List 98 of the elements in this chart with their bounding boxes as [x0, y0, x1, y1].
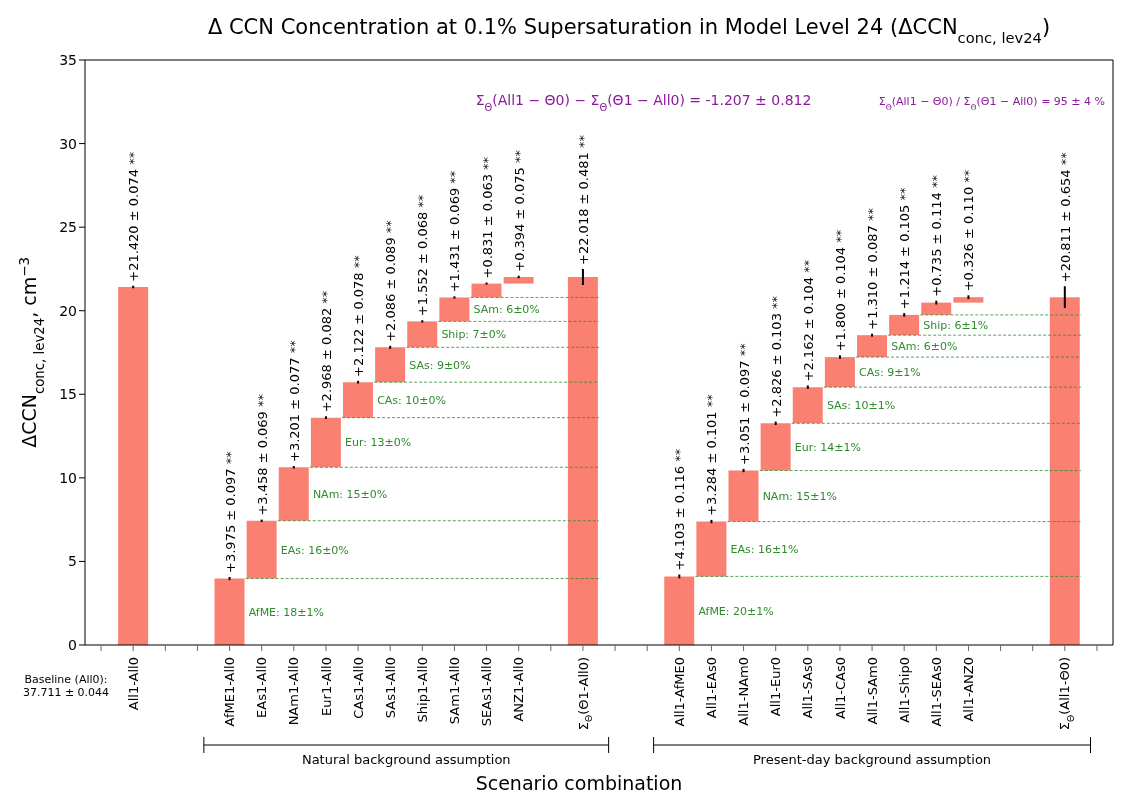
text: Natural background assumption [301, 752, 511, 767]
x-tick-label: All1-ANZ0 [960, 657, 976, 722]
annotation: EAs: 16±1% [730, 542, 799, 556]
x-tick-label: All1-Ship0 [896, 657, 912, 723]
bar [760, 423, 791, 471]
x-tick-label: All1-CAs0 [832, 657, 848, 720]
data-label: +2.086 ± 0.089 ** [383, 219, 399, 342]
x-tick-label: All1-AfME0 [671, 657, 687, 727]
data-label: +22.018 ± 0.481 ** [575, 134, 591, 265]
x-tick-label: All1-SEAs0 [928, 657, 944, 727]
annotation: SAs: 10±1% [826, 399, 896, 413]
y-tick-label: 5 [68, 553, 77, 570]
x-tick-label: SEAs1-All0 [479, 657, 495, 727]
x-tick-label: ANZ1-All0 [511, 657, 527, 722]
annotation: Eur: 13±0% [345, 436, 412, 450]
bar [696, 521, 727, 577]
data-label: +1.431 ± 0.069 ** [447, 170, 463, 293]
y-tick-label: 15 [59, 386, 77, 403]
bar [471, 283, 502, 298]
data-label: +3.201 ± 0.077 ** [286, 339, 302, 462]
annotation: AfME: 20±1% [698, 604, 774, 618]
x-tick-label: All1-NAm0 [736, 657, 752, 726]
bar [824, 357, 855, 388]
data-label: +21.420 ± 0.074 ** [126, 151, 142, 282]
x-tick-label: All1-SAs0 [800, 657, 816, 719]
data-label: +1.214 ± 0.105 ** [897, 187, 913, 310]
bar [889, 314, 920, 336]
x-tick-label: Eur1-All0 [318, 657, 334, 716]
bar [567, 276, 598, 645]
y-tick-label: 35 [59, 51, 77, 68]
bar [278, 467, 309, 521]
x-tick-label: Ship1-All0 [414, 657, 430, 723]
annotation: NAm: 15±1% [762, 489, 837, 503]
bar [503, 276, 534, 284]
data-label: +1.552 ± 0.068 ** [415, 194, 431, 317]
annotation: CAs: 9±1% [859, 365, 921, 379]
data-label: +0.735 ± 0.114 ** [929, 174, 945, 297]
data-label: +2.122 ± 0.078 ** [351, 254, 367, 377]
annotation: SAs: 9±0% [409, 358, 471, 372]
bar [407, 321, 438, 348]
y-tick-label: 20 [59, 302, 77, 319]
data-label: +0.831 ± 0.063 ** [479, 156, 495, 279]
x-tick-label: SAs1-All0 [382, 657, 398, 719]
annotation: SAm: 6±0% [891, 339, 958, 353]
bar [214, 578, 245, 645]
data-label: +1.800 ± 0.104 ** [832, 229, 848, 352]
annotation: Eur: 14±1% [794, 440, 861, 454]
annotation: Σ$_{Θ}$(All1 − Θ0) − Σ$_{Θ}$(Θ1 − All0) = -1.207 ± 0.812 [475, 92, 812, 113]
x-tick-label: SAm1-All0 [446, 657, 462, 725]
data-label: +3.284 ± 0.101 ** [704, 393, 720, 516]
annotation: CAs: 10±0% [377, 393, 446, 407]
x-tick-label: EAs1-All0 [254, 657, 270, 718]
annotation: NAm: 15±0% [312, 487, 388, 501]
y-tick-label: 25 [59, 219, 77, 236]
annotation: Ship: 6±1% [923, 318, 989, 332]
y-tick-label: 10 [59, 469, 77, 486]
bar [310, 417, 341, 468]
annotation: Ship: 7±0% [441, 328, 507, 342]
data-label: +3.458 ± 0.069 ** [254, 393, 270, 516]
data-label: +20.811 ± 0.654 ** [1057, 151, 1073, 283]
data-label: +2.826 ± 0.103 ** [768, 295, 784, 418]
bar [664, 576, 695, 645]
x-tick-label: NAm1-All0 [286, 657, 302, 726]
bar [921, 302, 952, 315]
bar [439, 297, 470, 322]
text: Present-day background assumption [753, 752, 992, 767]
bar [375, 347, 406, 383]
x-tick-label: CAs1-All0 [350, 657, 366, 719]
bar [246, 520, 277, 579]
data-label: +4.103 ± 0.116 ** [672, 448, 688, 571]
x-tick-label: All1-Eur0 [768, 657, 784, 717]
y-tick-label: 30 [59, 135, 77, 152]
annotation: Σ$_{Θ}$(All1 − Θ0) / Σ$_{Θ}$(Θ1 − All0) = 95 ± 4 % [878, 95, 1105, 112]
y-tick-label: 0 [68, 636, 77, 653]
bar [953, 297, 984, 303]
x-axis-title: Scenario combination [475, 772, 683, 794]
annotation: AfME: 18±1% [248, 605, 324, 619]
annotation: SAm: 6±0% [473, 303, 540, 317]
text: Baseline (All0): 37.711 ± 0.044 [22, 673, 110, 699]
data-label: +3.051 ± 0.097 ** [736, 342, 752, 465]
data-label: +0.326 ± 0.110 ** [961, 169, 977, 292]
bar [343, 382, 373, 418]
bar [728, 470, 759, 522]
data-label: +2.968 ± 0.082 ** [318, 290, 334, 413]
data-label: +3.975 ± 0.097 ** [222, 450, 238, 573]
x-tick-label: AfME1-All0 [222, 657, 238, 727]
x-tick-label: All1-SAm0 [864, 657, 880, 725]
bar [1049, 297, 1080, 645]
bar [792, 387, 823, 424]
data-label: +1.310 ± 0.087 ** [865, 207, 881, 330]
bar [118, 286, 149, 645]
chart-title: Δ CCN Concentration at 0.1% Supersaturation in Model Level 24 (ΔCCN$_{conc, lev24}$) [207, 15, 1051, 46]
data-label: +2.162 ± 0.104 ** [800, 259, 816, 382]
x-tick-label: All1-All0 [125, 657, 141, 711]
annotation: EAs: 16±0% [280, 543, 349, 557]
bar [857, 335, 887, 358]
data-label: +0.394 ± 0.075 ** [511, 149, 527, 272]
x-tick-label: All1-EAs0 [703, 657, 719, 719]
